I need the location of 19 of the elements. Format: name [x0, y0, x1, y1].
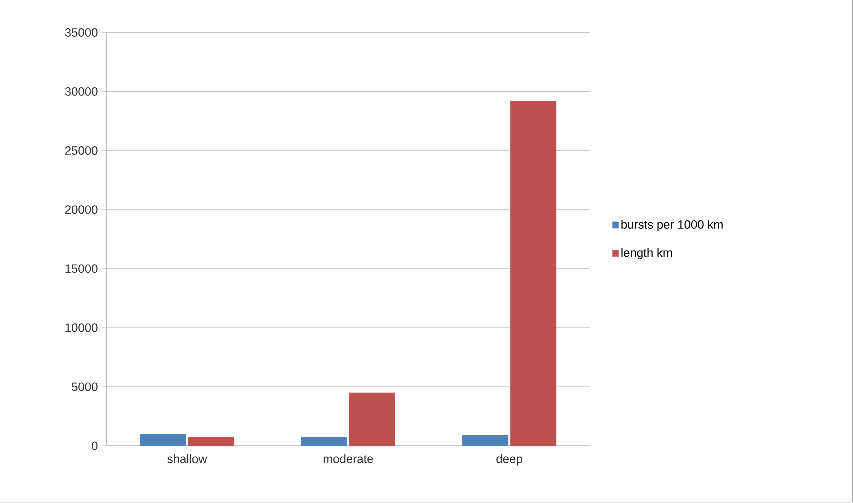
bar [349, 392, 396, 446]
y-tick-label: 20000 [65, 206, 98, 214]
y-tick-label: 5000 [72, 382, 98, 392]
legend-label: bursts per 1000 km [622, 220, 723, 232]
bar [188, 437, 234, 446]
x-tick-label: deep [496, 454, 522, 466]
y-tick-label: 0 [92, 442, 98, 450]
y-tick-label: 10000 [66, 324, 98, 332]
legend-label: length km [622, 248, 672, 260]
y-tick-label: 15000 [66, 264, 98, 274]
x-tick-label: moderate [324, 454, 374, 464]
bar [462, 435, 509, 446]
bar [301, 437, 348, 446]
y-tick-label: 35000 [65, 28, 98, 38]
x-tick-label: shallow [168, 454, 208, 464]
y-tick-label: 25000 [65, 146, 98, 156]
y-tick-label: 30000 [65, 88, 98, 96]
bar [510, 101, 557, 446]
bar [140, 434, 186, 446]
